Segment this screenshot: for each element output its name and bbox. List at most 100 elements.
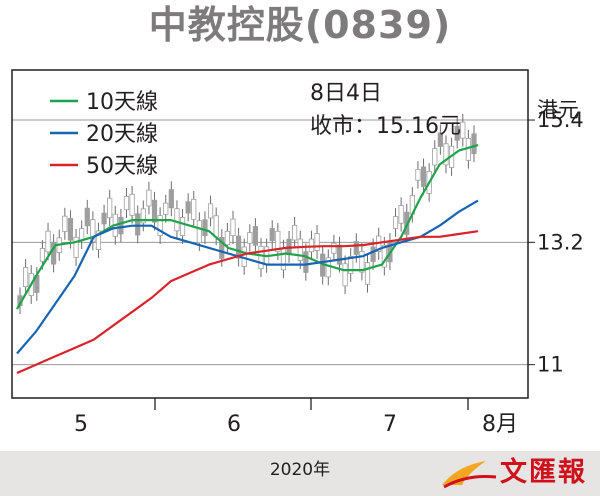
candle xyxy=(185,193,191,222)
candle xyxy=(118,209,124,243)
candle xyxy=(235,227,242,267)
candle-body xyxy=(392,216,399,229)
candle-body xyxy=(454,125,460,141)
candle xyxy=(207,195,214,227)
candle-body xyxy=(420,166,427,187)
candle-body xyxy=(258,246,264,270)
annotation-close: 收市：15.16元 xyxy=(310,114,461,139)
candle xyxy=(62,207,68,240)
candle-body xyxy=(123,195,130,211)
candle xyxy=(325,249,331,286)
footer-bar xyxy=(0,451,600,496)
candle-body xyxy=(331,242,337,254)
series-line-ma50 xyxy=(16,230,479,375)
candle xyxy=(280,239,287,279)
x-tick-label: 7 xyxy=(383,412,397,437)
candle xyxy=(308,230,315,261)
candle-body xyxy=(342,263,348,287)
candle-body xyxy=(163,202,169,215)
candle-body xyxy=(297,238,303,262)
candle xyxy=(437,124,443,155)
candle-body xyxy=(140,208,146,224)
candle-body xyxy=(151,199,158,223)
candle xyxy=(45,222,51,261)
candle-body xyxy=(437,132,443,147)
chart-title: 中教控股(0839) xyxy=(148,3,452,47)
candle xyxy=(415,161,421,189)
candle-body xyxy=(95,230,102,251)
candle-body xyxy=(353,241,359,255)
legend-label: 10天線 xyxy=(86,90,158,115)
annotation-date: 8日4日 xyxy=(310,81,382,106)
candle-body xyxy=(196,220,202,244)
candle-body xyxy=(179,217,186,236)
candle-body xyxy=(224,230,230,246)
publisher-name: 文匯報 xyxy=(500,457,587,488)
candle-body xyxy=(39,248,46,262)
candle-body xyxy=(101,212,107,225)
candle xyxy=(51,234,57,273)
logo-swoosh-icon xyxy=(443,475,497,489)
candle-body xyxy=(292,224,298,241)
candle-body xyxy=(157,215,163,236)
candle-body xyxy=(348,256,354,274)
candle xyxy=(420,158,427,195)
candle-body xyxy=(129,193,135,216)
candle xyxy=(443,135,449,174)
candle xyxy=(107,189,113,227)
candle xyxy=(258,238,264,278)
candle xyxy=(73,228,79,266)
candle xyxy=(179,209,186,244)
candle-body xyxy=(359,250,365,273)
legend: 10天線 20天線 50天線 xyxy=(50,90,158,179)
candle-body xyxy=(275,230,281,253)
candle-body xyxy=(207,203,214,219)
candle xyxy=(95,222,102,258)
candle xyxy=(129,185,135,224)
candle xyxy=(359,243,365,281)
candle-body xyxy=(146,189,152,207)
candle-body xyxy=(107,197,113,219)
candle xyxy=(471,125,477,163)
candle-body xyxy=(364,262,371,285)
candle-body xyxy=(471,133,477,155)
candle xyxy=(269,220,275,249)
candle-body xyxy=(443,143,449,166)
candle-body xyxy=(185,201,191,214)
candle-body xyxy=(135,213,141,236)
candle xyxy=(432,140,438,174)
candle xyxy=(331,234,337,262)
candle-body xyxy=(62,215,68,232)
candle xyxy=(292,216,298,249)
candle-body xyxy=(269,228,275,242)
candle-body xyxy=(370,246,376,262)
candle xyxy=(79,220,85,249)
candle xyxy=(163,194,169,223)
candle xyxy=(168,181,174,217)
candle-body xyxy=(415,169,421,181)
candle-body xyxy=(168,189,174,209)
candle-body xyxy=(219,236,225,259)
candle-body xyxy=(247,232,253,244)
candle xyxy=(230,210,236,244)
candle xyxy=(174,200,180,240)
candle-body xyxy=(460,121,466,139)
candle-body xyxy=(213,215,219,238)
candle-body xyxy=(118,216,124,235)
y-tick-label: 15.4 xyxy=(537,108,584,132)
x-tick-label: 5 xyxy=(74,412,88,437)
footer-year: 2020年 xyxy=(269,460,331,480)
candle xyxy=(135,205,141,244)
candle-body xyxy=(67,218,74,241)
candle-body xyxy=(398,205,404,224)
publisher-logo xyxy=(442,461,497,489)
candle xyxy=(336,236,343,273)
y-tick-label: 13.2 xyxy=(537,230,584,254)
candle xyxy=(460,113,466,147)
candle xyxy=(191,190,197,228)
candle xyxy=(247,224,253,252)
x-tick-label: 6 xyxy=(227,412,241,437)
candle xyxy=(297,230,303,269)
candle xyxy=(392,208,399,237)
candle xyxy=(398,197,404,232)
